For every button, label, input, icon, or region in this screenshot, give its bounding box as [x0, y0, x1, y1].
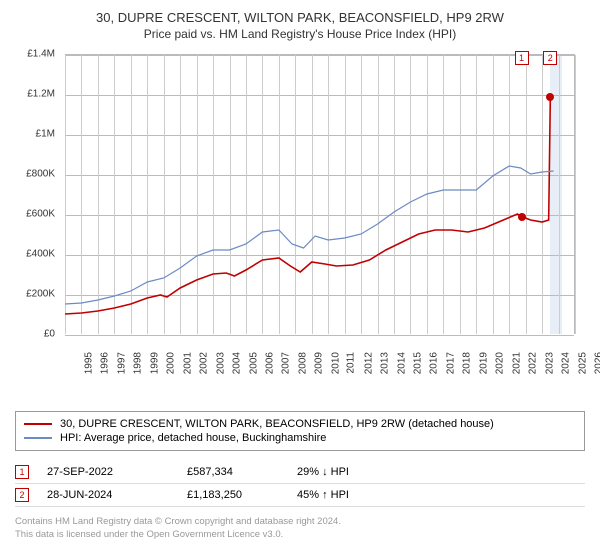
chart-area: £0£200K£400K£600K£800K£1M£1.2M£1.4M19951… [15, 49, 585, 369]
title-block: 30, DUPRE CRESCENT, WILTON PARK, BEACONS… [15, 10, 585, 41]
x-axis-label: 2026 [593, 352, 600, 374]
sale-price: £587,334 [187, 466, 297, 478]
footer: Contains HM Land Registry data © Crown c… [15, 515, 585, 542]
legend-row: 30, DUPRE CRESCENT, WILTON PARK, BEACONS… [24, 418, 576, 430]
sale-row-marker: 1 [15, 465, 29, 479]
footer-line-1: Contains HM Land Registry data © Crown c… [15, 515, 585, 528]
sale-marker-box: 2 [543, 51, 557, 65]
footer-line-2: This data is licensed under the Open Gov… [15, 528, 585, 541]
series-lines [15, 49, 585, 369]
sale-marker-dot [546, 93, 554, 101]
chart-title: 30, DUPRE CRESCENT, WILTON PARK, BEACONS… [15, 10, 585, 25]
sale-date: 27-SEP-2022 [47, 466, 187, 478]
sale-price: £1,183,250 [187, 489, 297, 501]
sale-diff-vs-hpi: 45% ↑ HPI [297, 489, 407, 501]
legend-line-icon [24, 437, 52, 439]
chart-subtitle: Price paid vs. HM Land Registry's House … [15, 27, 585, 41]
sale-diff-vs-hpi: 29% ↓ HPI [297, 466, 407, 478]
legend-line-icon [24, 423, 52, 425]
legend-label: HPI: Average price, detached house, Buck… [60, 432, 326, 444]
series-property [65, 97, 550, 314]
legend-label: 30, DUPRE CRESCENT, WILTON PARK, BEACONS… [60, 418, 494, 430]
sale-marker-box: 1 [515, 51, 529, 65]
sale-row-marker: 2 [15, 488, 29, 502]
sales-table: 1 27-SEP-2022£587,33429% ↓ HPI 2 28-JUN-202… [15, 461, 585, 507]
sale-row: 1 27-SEP-2022£587,33429% ↓ HPI [15, 461, 585, 484]
sale-marker-dot [518, 213, 526, 221]
sale-date: 28-JUN-2024 [47, 489, 187, 501]
legend-row: HPI: Average price, detached house, Buck… [24, 432, 576, 444]
legend: 30, DUPRE CRESCENT, WILTON PARK, BEACONS… [15, 411, 585, 451]
series-hpi [65, 166, 554, 304]
sale-row: 2 28-JUN-2024£1,183,25045% ↑ HPI [15, 484, 585, 507]
